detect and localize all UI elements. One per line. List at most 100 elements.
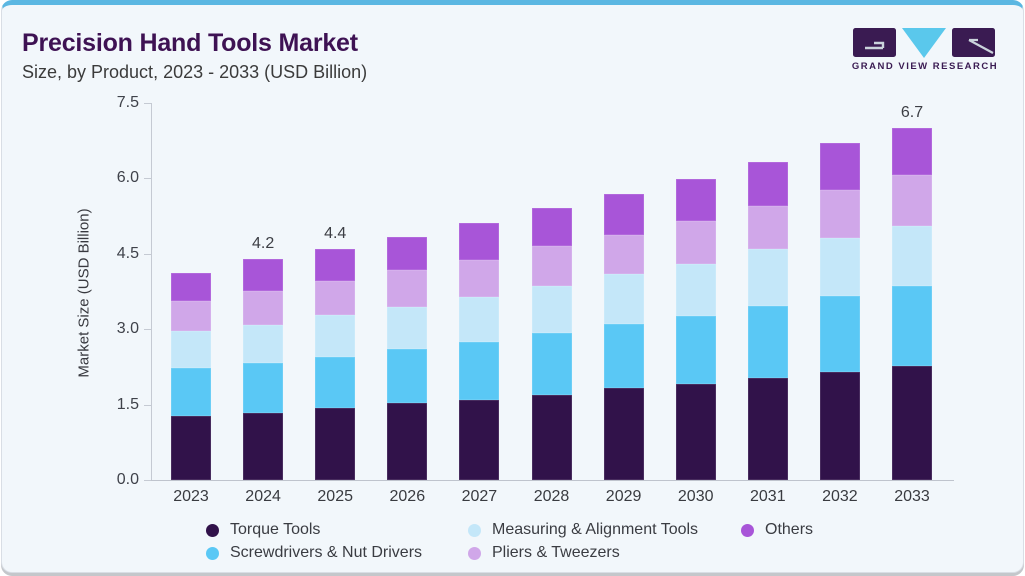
legend-item-others: Others	[741, 519, 813, 541]
x-axis-label-2026: 2026	[389, 488, 426, 505]
bar-segment-pliers-tweezers-2033	[892, 174, 932, 227]
bar-segment-torque-tools-2032	[819, 371, 860, 480]
bar-segment-others-2023	[171, 272, 211, 302]
brand-name: GRAND VIEW RESEARCH	[851, 61, 999, 72]
bar-segment-torque-tools-2033	[892, 366, 932, 480]
y-tick-mark	[144, 253, 151, 255]
x-axis-label-2031: 2031	[750, 488, 786, 505]
legend-dot-pliers-tweezers	[468, 546, 481, 560]
bar-segment-pliers-tweezers-2032	[819, 190, 860, 239]
y-tick-label: 3.0	[116, 320, 139, 338]
bar-segment-measuring-alignment-tools-2032	[819, 238, 860, 296]
legend-dot-others	[741, 523, 754, 537]
bar-segment-others-2027	[459, 222, 500, 261]
legend-item-screwdrivers-nut-drivers: Screwdrivers & Nut Drivers	[206, 542, 422, 564]
bar-segment-torque-tools-2029	[603, 387, 644, 480]
bar-segment-measuring-alignment-tools-2033	[892, 226, 932, 287]
bar-total-label-2033: 6.7	[900, 103, 924, 121]
bar-segment-pliers-tweezers-2030	[675, 220, 716, 264]
legend-dot-screwdrivers-nut-drivers	[206, 546, 219, 560]
bar-segment-pliers-tweezers-2029	[603, 234, 644, 275]
y-tick-mark	[144, 404, 151, 406]
x-axis-label-2027: 2027	[461, 488, 498, 505]
y-tick-label: 4.5	[116, 244, 139, 262]
bar-segment-screwdrivers-nut-drivers-2023	[171, 368, 211, 416]
bar-segment-measuring-alignment-tools-2030	[675, 263, 716, 317]
bar-segment-measuring-alignment-tools-2024	[243, 324, 284, 364]
bar-segment-screwdrivers-nut-drivers-2030	[675, 316, 716, 384]
bar-segment-screwdrivers-nut-drivers-2031	[747, 306, 788, 379]
y-tick-mark	[144, 329, 151, 331]
x-axis-label-2029: 2029	[605, 488, 642, 505]
y-axis-title: Market Size (USD Billion)	[75, 208, 93, 378]
x-axis-label-2028: 2028	[533, 488, 570, 505]
legend-label-pliers-tweezers: Pliers & Tweezers	[492, 544, 620, 561]
bar-segment-others-2028	[531, 208, 572, 247]
legend-label-others: Others	[765, 521, 814, 538]
x-axis-label-2024: 2024	[245, 488, 281, 505]
stacked-bar-chart: Market Size (USD Billion) 0.0 1.5 3.0 4.5 6.0…	[2, 5, 1023, 572]
bar-segment-others-2030	[675, 179, 716, 221]
y-tick-mark	[144, 102, 151, 104]
bar-segment-others-2029	[603, 193, 644, 235]
bar-segment-screwdrivers-nut-drivers-2028	[531, 332, 572, 396]
y-tick-label: 7.5	[116, 93, 139, 111]
bar-segment-screwdrivers-nut-drivers-2024	[243, 363, 284, 413]
legend-label-screwdrivers-nut-drivers: Screwdrivers & Nut Drivers	[230, 544, 423, 561]
bar-segment-measuring-alignment-tools-2023	[171, 330, 211, 369]
page-title: Precision Hand Tools Market	[22, 29, 358, 57]
bar-segment-torque-tools-2023	[171, 415, 211, 480]
page-subtitle: Size, by Product, 2023 - 2033 (USD Billi…	[22, 62, 368, 82]
bar-segment-torque-tools-2025	[315, 407, 356, 480]
x-axis-label-2032: 2032	[822, 488, 858, 505]
legend-item-torque-tools: Torque Tools	[206, 519, 320, 541]
bar-segment-others-2032	[819, 143, 860, 191]
bar-segment-pliers-tweezers-2023	[171, 301, 211, 331]
bar-segment-torque-tools-2031	[747, 378, 788, 480]
bar-segment-others-2026	[387, 236, 428, 271]
bar-segment-others-2033	[892, 127, 932, 175]
bar-segment-torque-tools-2026	[387, 402, 428, 480]
bar-total-label-2025: 4.4	[324, 224, 347, 242]
brand-logo: GRAND VIEW RESEARCH	[850, 27, 1000, 75]
y-tick-mark	[144, 178, 151, 180]
bar-segment-measuring-alignment-tools-2026	[387, 307, 428, 350]
bar-segment-torque-tools-2027	[459, 399, 500, 480]
y-tick-label: 1.5	[116, 395, 139, 413]
bar-segment-torque-tools-2028	[531, 395, 572, 480]
bar-total-label-2024: 4.2	[251, 235, 275, 253]
x-axis-label-2033: 2033	[894, 488, 930, 505]
bar-segment-screwdrivers-nut-drivers-2033	[892, 286, 932, 367]
x-axis-label-2025: 2025	[317, 488, 353, 505]
bar-segment-screwdrivers-nut-drivers-2032	[819, 295, 860, 372]
y-tick-mark	[144, 480, 151, 481]
bar-segment-screwdrivers-nut-drivers-2029	[603, 324, 644, 388]
bar-segment-pliers-tweezers-2028	[531, 246, 572, 286]
bar-segment-others-2024	[243, 259, 284, 292]
bar-segment-screwdrivers-nut-drivers-2025	[315, 356, 356, 408]
bar-segment-measuring-alignment-tools-2029	[603, 274, 644, 325]
bar-segment-screwdrivers-nut-drivers-2027	[459, 342, 500, 400]
bar-segment-pliers-tweezers-2026	[387, 270, 428, 308]
bar-segment-pliers-tweezers-2027	[459, 260, 500, 298]
bar-segment-torque-tools-2030	[675, 383, 716, 480]
legend-item-pliers-tweezers: Pliers & Tweezers	[468, 542, 620, 564]
bar-segment-measuring-alignment-tools-2028	[531, 285, 572, 333]
y-tick-label: 0.0	[116, 471, 139, 488]
gvr-logo-icon	[853, 28, 995, 58]
x-axis-label-2023: 2023	[173, 488, 209, 505]
bar-segment-others-2031	[747, 161, 788, 206]
x-axis-label-2030: 2030	[677, 488, 714, 505]
y-axis-line	[151, 103, 152, 480]
bar-segment-others-2025	[315, 248, 356, 282]
legend-label-measuring-alignment-tools: Measuring & Alignment Tools	[492, 521, 699, 538]
bar-segment-measuring-alignment-tools-2025	[315, 314, 356, 357]
x-axis-line	[151, 480, 954, 481]
legend-dot-torque-tools	[206, 523, 219, 537]
legend-label-torque-tools: Torque Tools	[230, 521, 321, 538]
legend-item-measuring-alignment-tools: Measuring & Alignment Tools	[468, 519, 698, 541]
bar-segment-pliers-tweezers-2031	[747, 205, 788, 250]
bar-segment-measuring-alignment-tools-2027	[459, 297, 500, 343]
